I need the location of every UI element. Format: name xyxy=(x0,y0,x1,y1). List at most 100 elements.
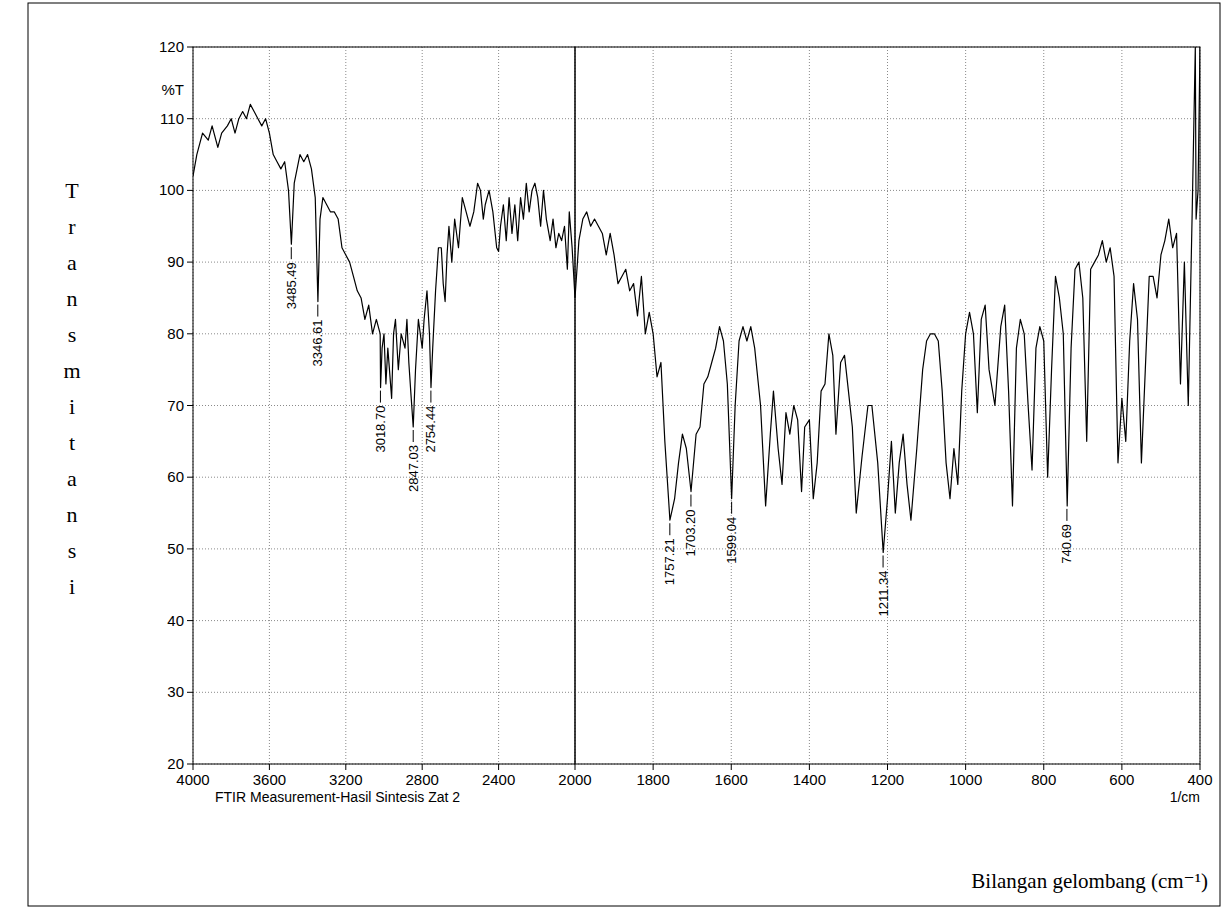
y-tick-label: 80 xyxy=(167,325,184,342)
grid-line-y xyxy=(193,548,575,549)
y-axis-title-letter: a xyxy=(67,250,77,275)
y-tick xyxy=(187,118,193,119)
grid-line-x xyxy=(1043,47,1044,764)
x-tick xyxy=(422,764,423,770)
x-tick xyxy=(575,764,576,770)
peak-label: 1211.34 xyxy=(876,570,891,616)
y-axis-title-letter: n xyxy=(67,286,78,311)
y-axis-title-letter: a xyxy=(67,466,77,491)
peak-label: 1599.04 xyxy=(724,517,739,564)
y-tick-label: 40 xyxy=(167,612,184,629)
figure-border xyxy=(28,3,1220,906)
x-tick-label: 3200 xyxy=(329,771,362,788)
grid-line-x xyxy=(731,47,732,764)
peak-label: 2754.44 xyxy=(423,406,438,453)
x-tick-label: 600 xyxy=(1109,771,1134,788)
grid-line-x xyxy=(887,47,888,764)
y-tick xyxy=(187,405,193,406)
y-axis-title-letter: s xyxy=(68,322,77,347)
y-tick xyxy=(187,764,193,765)
y-tick xyxy=(187,262,193,263)
x-tick-label: 4000 xyxy=(176,771,209,788)
peak-marker xyxy=(883,555,884,567)
peak-label: 3018.70 xyxy=(373,406,388,453)
x-tick xyxy=(498,764,499,770)
x-tick xyxy=(965,764,966,770)
peak-marker xyxy=(731,502,732,514)
x-tick xyxy=(887,764,888,770)
peak-label: 1703.20 xyxy=(683,510,698,557)
x-tick-label: 3600 xyxy=(253,771,286,788)
grid-line-y xyxy=(575,405,1200,406)
y-axis-title-letter: i xyxy=(69,394,75,419)
panel-0: 4000360032002800240020002030405060708090… xyxy=(63,38,591,805)
peak-marker xyxy=(317,305,318,317)
x-tick-label: 1000 xyxy=(949,771,982,788)
y-unit-label: %T xyxy=(162,81,185,98)
y-tick xyxy=(187,620,193,621)
x-tick-label: 2000 xyxy=(558,771,591,788)
spectrum-line xyxy=(193,104,575,427)
x-tick xyxy=(193,764,194,770)
grid-line-x xyxy=(809,47,810,764)
x-tick-label: 400 xyxy=(1187,771,1212,788)
grid-line-x xyxy=(965,47,966,764)
y-axis-title-letter: i xyxy=(69,574,75,599)
y-tick-label: 110 xyxy=(160,110,184,127)
y-tick xyxy=(187,477,193,478)
data-group xyxy=(575,47,1200,552)
grid-line-y xyxy=(193,262,575,263)
x-tick xyxy=(1200,764,1201,770)
y-axis-title: Transmitansi xyxy=(63,178,80,599)
y-tick-label: 30 xyxy=(167,683,184,700)
peak-marker xyxy=(413,430,414,442)
y-tick xyxy=(187,190,193,191)
grid-line-y xyxy=(193,118,575,119)
grid-line-x xyxy=(498,47,499,764)
x-axis-title: Bilangan gelombang (cm⁻¹) xyxy=(971,869,1208,893)
y-tick xyxy=(187,548,193,549)
peak-marker xyxy=(690,495,691,507)
y-tick-label: 120 xyxy=(159,38,184,55)
x-tick xyxy=(731,764,732,770)
data-group xyxy=(193,104,575,427)
grid-line-y xyxy=(575,333,1200,334)
grid-line-y xyxy=(575,190,1200,191)
peak-marker xyxy=(1066,509,1067,521)
spectrum-line xyxy=(575,47,1200,552)
x-tick xyxy=(809,764,810,770)
x-tick xyxy=(1121,764,1122,770)
y-axis-title-letter: T xyxy=(65,178,79,203)
y-tick-label: 100 xyxy=(159,181,184,198)
peak-marker xyxy=(430,391,431,403)
x-tick xyxy=(345,764,346,770)
y-axis-title-letter: r xyxy=(68,214,76,239)
x-tick-label: 1400 xyxy=(793,771,826,788)
x-tick-label: 1800 xyxy=(636,771,669,788)
x-tick-label: 2800 xyxy=(406,771,439,788)
grid-line-y xyxy=(193,620,575,621)
y-axis-title-letter: m xyxy=(63,358,80,383)
figure: 4000360032002800240020002030405060708090… xyxy=(0,0,1225,911)
x-tick xyxy=(1043,764,1044,770)
grid-line-x xyxy=(345,47,346,764)
x-tick-label: 1200 xyxy=(871,771,904,788)
grid-line-y xyxy=(193,477,575,478)
x-tick-label: 2400 xyxy=(482,771,515,788)
panel-1: 180016001400120010008006004001757.211703… xyxy=(575,47,1213,893)
x-tick xyxy=(653,764,654,770)
grid-line-y xyxy=(193,190,575,191)
grid-line-y xyxy=(193,692,575,693)
grid-line-x xyxy=(269,47,270,764)
peak-marker xyxy=(380,391,381,403)
y-tick-label: 50 xyxy=(167,540,184,557)
peak-label: 3346.61 xyxy=(310,320,325,367)
grid-line-x xyxy=(422,47,423,764)
peak-label: 740.69 xyxy=(1059,524,1074,564)
y-tick xyxy=(187,333,193,334)
x-tick-label: 800 xyxy=(1031,771,1056,788)
y-tick-label: 90 xyxy=(167,253,184,270)
y-tick-label: 20 xyxy=(167,755,184,772)
x-tick-label: 1600 xyxy=(715,771,748,788)
peak-label: 2847.03 xyxy=(406,445,421,492)
